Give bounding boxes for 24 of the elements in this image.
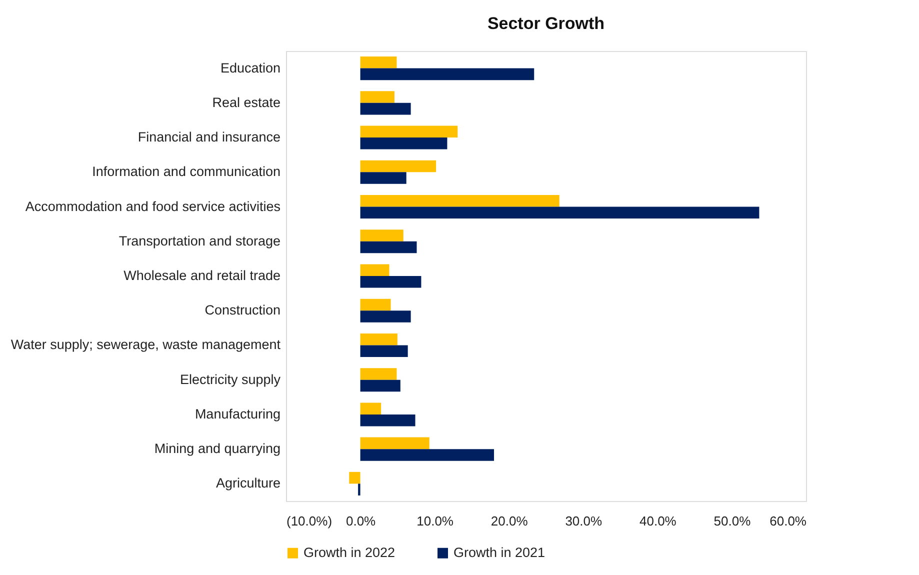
y-tick-label: Electricity supply bbox=[180, 372, 281, 387]
legend-label: Growth in 2022 bbox=[304, 545, 396, 560]
y-tick-label: Information and communication bbox=[92, 164, 280, 180]
x-tick-label: 30.0% bbox=[565, 514, 603, 528]
y-tick-label: Education bbox=[220, 60, 280, 76]
x-tick-label: 0.0% bbox=[346, 514, 376, 528]
x-tick-label: 40.0% bbox=[639, 514, 677, 528]
y-tick-label: Real estate bbox=[212, 94, 280, 110]
legend-label: Growth in 2021 bbox=[454, 545, 546, 560]
y-tick-label: Wholesale and retail trade bbox=[124, 268, 280, 283]
x-tick-label: 60.0% bbox=[770, 514, 807, 528]
y-tick-label: Agriculture bbox=[216, 476, 280, 491]
y-tick-label: Construction bbox=[204, 302, 280, 318]
y-tick-label: Transportation and storage bbox=[118, 233, 280, 248]
x-tick-label: (10.0%) bbox=[286, 514, 332, 528]
x-tick-label: 10.0% bbox=[416, 514, 454, 528]
y-tick-label: Mining and quarrying bbox=[154, 441, 280, 456]
y-tick-label: Financial and insurance bbox=[138, 130, 280, 145]
y-tick-label: Water supply; sewerage, waste management bbox=[10, 337, 281, 352]
chart-title: Sector Growth bbox=[487, 14, 605, 33]
y-tick-label: Manufacturing bbox=[194, 406, 280, 422]
y-tick-label: Accommodation and food service activities bbox=[25, 198, 281, 214]
x-tick-label: 20.0% bbox=[490, 514, 528, 528]
x-tick-label: 50.0% bbox=[714, 514, 752, 528]
